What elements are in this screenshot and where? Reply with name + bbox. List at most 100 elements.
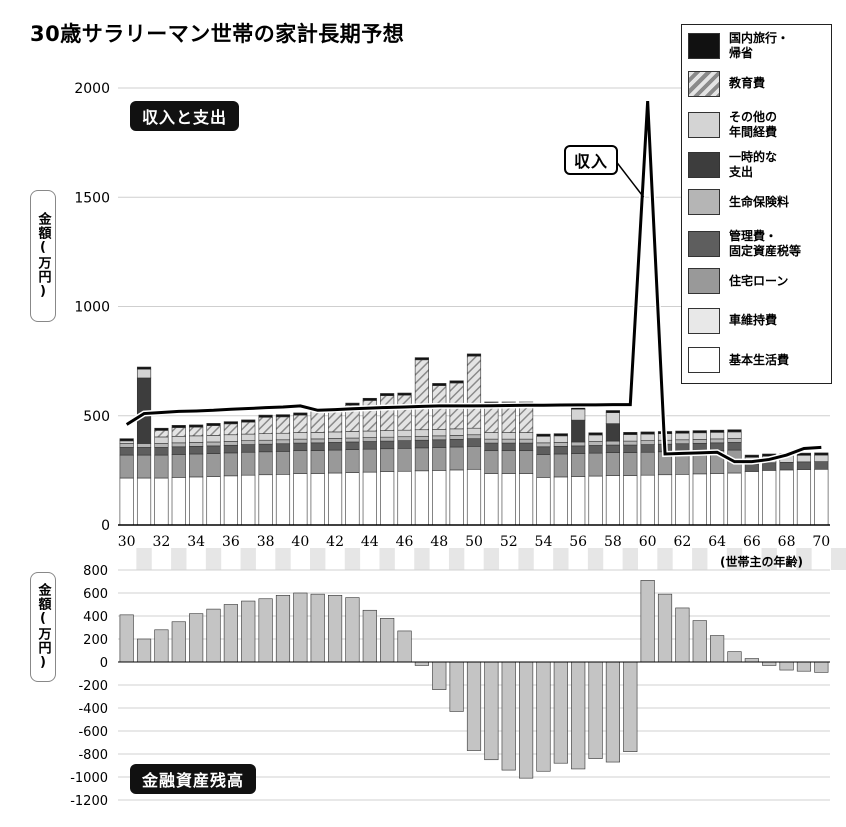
x-tick-label: 50 (465, 534, 483, 550)
top-bar-segment (414, 447, 429, 472)
top-bar-segment (119, 443, 134, 448)
top-bar-segment (119, 440, 134, 444)
top-bar-segment (275, 416, 291, 434)
legend-label: 教育費 (729, 76, 766, 90)
legend-swatch (688, 70, 720, 97)
top-bar-segment (293, 473, 308, 526)
top-bar-segment (449, 380, 464, 384)
top-bar-segment (796, 461, 812, 470)
x-tick-label: 48 (430, 534, 448, 550)
legend-label: その他の 年間経費 (729, 110, 778, 139)
top-bar-segment (657, 474, 673, 526)
top-bar-segment (744, 471, 759, 526)
top-bar-segment (223, 421, 238, 425)
top-bar-segment (154, 454, 169, 479)
top-bar-segment (293, 438, 308, 444)
top-bar-segment (258, 474, 273, 526)
bottom-y-tick-label: 0 (100, 656, 108, 671)
asset-bar (814, 661, 829, 673)
top-bar-segment (727, 438, 742, 443)
x-band (796, 548, 812, 570)
top-bar-segment (623, 432, 638, 435)
top-bar-segment (588, 441, 603, 446)
asset-bar (640, 580, 655, 663)
top-bar-segment (362, 441, 377, 450)
x-tick-label: 60 (639, 534, 657, 550)
top-bar-segment (136, 443, 152, 448)
top-bar-segment (484, 450, 499, 474)
top-bar-segment (466, 353, 482, 357)
top-bar-segment (380, 440, 395, 450)
top-bar-segment (623, 434, 638, 442)
top-bar-segment (328, 442, 343, 451)
x-band (761, 548, 777, 570)
top-bar-segment (536, 477, 551, 526)
legend-item: 車維持費 (688, 307, 829, 334)
top-bar-segment (223, 475, 238, 526)
top-bar-segment (744, 454, 759, 458)
top-bar-segment (588, 475, 603, 526)
top-bar-segment (571, 476, 586, 526)
x-tick-label: 38 (257, 534, 275, 550)
top-bar-segment (414, 470, 429, 526)
bottom-y-tick-label: -1200 (70, 794, 108, 809)
x-band (622, 548, 638, 570)
top-bar-segment (727, 442, 742, 451)
x-band (553, 548, 569, 570)
top-bar-segment (588, 445, 603, 454)
top-bar-segment (380, 430, 395, 438)
top-bar-segment (466, 427, 482, 436)
top-bar-segment (571, 419, 586, 443)
top-bar-segment (536, 446, 551, 455)
top-bar-segment (414, 357, 429, 361)
top-bar-segment (553, 435, 568, 443)
top-bar-segment (397, 436, 412, 441)
legend-item: 一時的な 支出 (688, 150, 829, 180)
bottom-chart-bars (119, 580, 829, 779)
top-bar-segment (553, 433, 568, 437)
page-title: 30歳サラリーマン世帯の家計長期予想 (30, 22, 405, 46)
top-bar-segment (414, 439, 429, 449)
top-bar-segment (345, 437, 360, 443)
top-bar-segment (536, 454, 551, 478)
top-bar-segment (241, 444, 256, 453)
x-tick-label: 66 (743, 534, 761, 550)
asset-bar (171, 621, 186, 663)
top-bar-segment (519, 403, 534, 433)
top-y-axis-label-text: 金額(万円) (35, 212, 51, 300)
top-bar-segment (605, 444, 620, 453)
asset-bar (779, 661, 794, 671)
top-bar-segment (380, 471, 395, 526)
x-band (587, 548, 604, 570)
top-bar-segment (432, 383, 447, 386)
top-bar-segment (362, 448, 377, 473)
asset-bar (727, 651, 742, 663)
top-chart-income-line (125, 100, 822, 465)
top-bar-segment (189, 446, 204, 455)
x-band (171, 548, 187, 570)
top-bar-segment (397, 429, 412, 438)
bottom-y-axis-label: 金額(万円) (30, 572, 56, 682)
legend-label: 国内旅行・ 帰省 (729, 31, 790, 60)
top-bar-segment (501, 442, 516, 452)
top-bar-segment (258, 433, 273, 441)
x-tick-label: 64 (708, 534, 726, 550)
top-bar-segment (605, 423, 620, 442)
x-tick-label: 42 (326, 534, 344, 550)
top-bar-segment (553, 446, 568, 455)
asset-bar (414, 661, 429, 666)
asset-bar (293, 592, 308, 663)
top-bar-segment (553, 476, 568, 526)
asset-bar (275, 594, 291, 663)
top-bar-segment (397, 470, 412, 526)
top-bar-segment (275, 432, 291, 441)
x-band (518, 548, 534, 570)
top-bar-segment (623, 452, 638, 476)
top-bar-segment (571, 445, 586, 454)
bottom-y-tick-label: 600 (83, 587, 108, 602)
top-chart-axes: 30 32 34 36 38 40 42 44 46 48 50 52 54 56 58 60 62 64 66 68… (118, 524, 846, 570)
legend-swatch (688, 307, 720, 334)
top-bar-segment (258, 414, 273, 418)
asset-bar (136, 638, 152, 663)
